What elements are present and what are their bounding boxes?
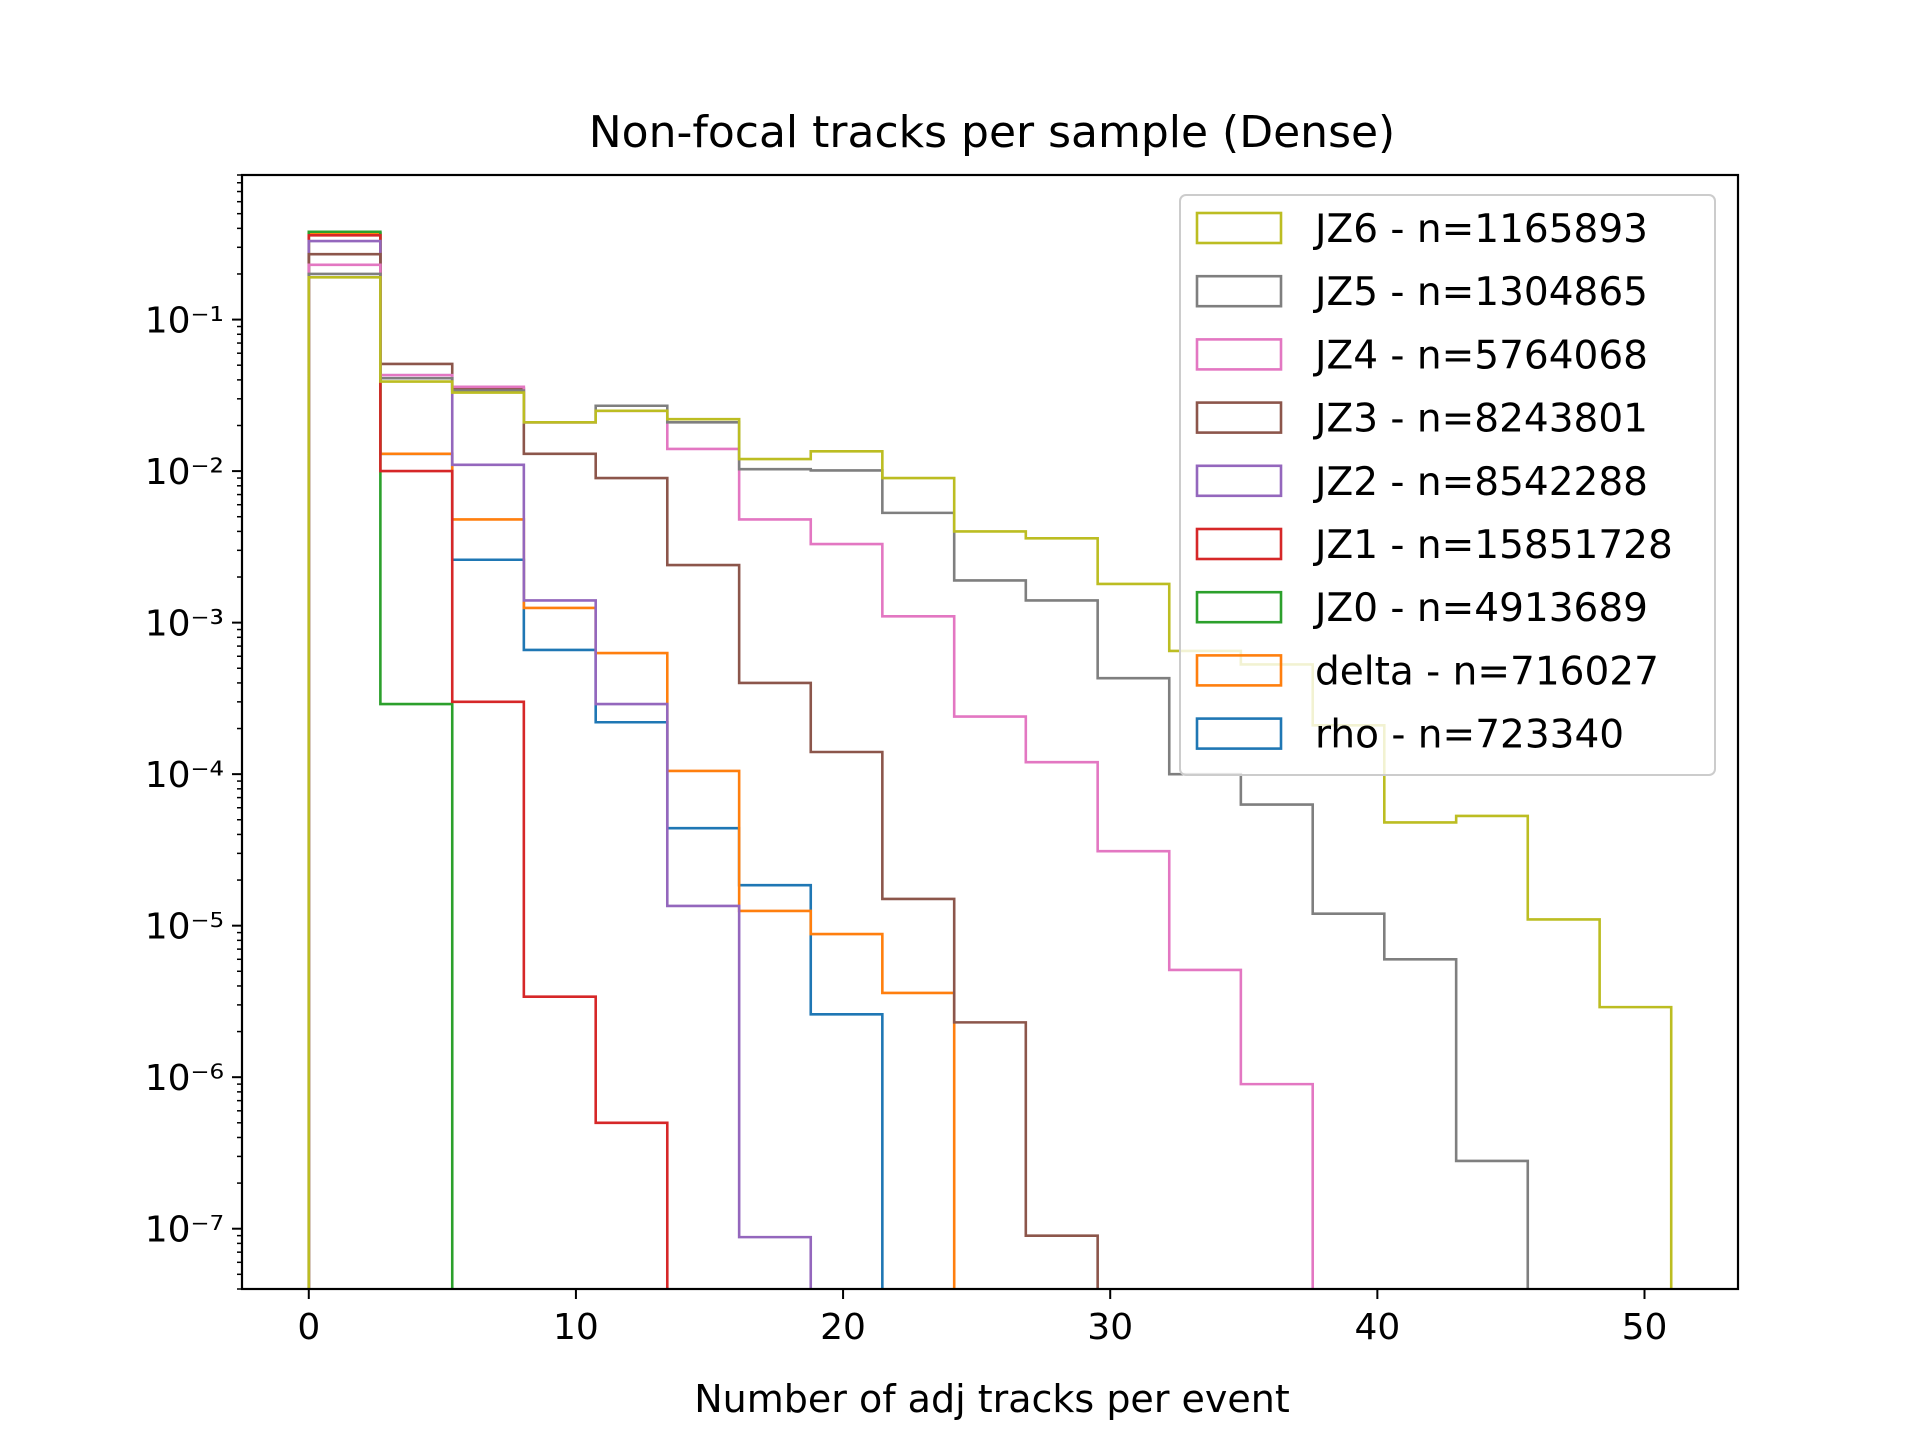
- x-tick-label: 30: [1087, 1307, 1133, 1348]
- legend: JZ6 - n=1165893 JZ5 - n=1304865 JZ4 - n=57…: [1179, 194, 1716, 776]
- legend-swatch-jz6: [1195, 211, 1283, 245]
- x-tick-label: 0: [297, 1307, 320, 1348]
- legend-label-jz1: JZ1 - n=15851728: [1312, 523, 1673, 568]
- y-tick-label: 10⁻²: [145, 452, 224, 493]
- y-tick-label: 10⁻³: [145, 604, 224, 645]
- legend-label-jz5: JZ5 - n=1304865: [1312, 270, 1648, 315]
- series-step-jz3: [307, 252, 1099, 1289]
- x-tick-label: 20: [820, 1307, 866, 1348]
- y-tick-label: 10⁻⁴: [145, 755, 224, 796]
- legend-label-jz6: JZ6 - n=1165893: [1312, 207, 1648, 252]
- y-tick-label: 10⁻⁷: [145, 1210, 224, 1251]
- x-axis-label: Number of adj tracks per event: [694, 1377, 1290, 1421]
- y-tick-label: 10⁻⁶: [145, 1058, 224, 1099]
- legend-label-jz3: JZ3 - n=8243801: [1312, 397, 1648, 442]
- legend-swatch-jz4: [1195, 338, 1283, 371]
- series-step-jz5: [307, 272, 1530, 1289]
- y-tick-label: 10⁻¹: [145, 301, 224, 342]
- plot-frame: [240, 173, 1740, 1291]
- legend-label-jz2: JZ2 - n=8542288: [1312, 460, 1648, 505]
- legend-label-delta: delta - n=716027: [1315, 649, 1659, 694]
- legend-swatch-jz5: [1195, 274, 1283, 308]
- legend-box: [1179, 194, 1716, 776]
- chart-title: Non-focal tracks per sample (Dense): [589, 107, 1395, 158]
- series-step-delta: [307, 232, 956, 1289]
- legend-swatch-delta: [1195, 654, 1283, 687]
- x-tick-label: 40: [1354, 1307, 1400, 1348]
- axes-layer: 0 10 20 30 40 50 10⁻⁷ 10⁻⁶ 10⁻⁵ 10⁻⁴ 10⁻³ 10⁻² 10⁻¹: [145, 173, 1740, 1348]
- y-tick-label: 10⁻⁵: [145, 907, 224, 948]
- legend-swatch-jz3: [1195, 401, 1283, 434]
- series-step-jz6: [307, 276, 1673, 1289]
- legend-label-jz0: JZ0 - n=4913689: [1312, 586, 1648, 631]
- legend-swatch-jz2: [1195, 464, 1283, 498]
- series-layer: [307, 230, 1673, 1289]
- legend-swatch-rho: [1195, 717, 1283, 750]
- legend-swatch-jz1: [1195, 527, 1283, 561]
- legend-swatch-jz0: [1195, 590, 1283, 624]
- legend-label-jz4: JZ4 - n=5764068: [1312, 333, 1648, 378]
- x-tick-label: 10: [553, 1307, 599, 1348]
- legend-label-rho: rho - n=723340: [1315, 713, 1624, 758]
- x-tick-label: 50: [1622, 1307, 1668, 1348]
- series-step-jz1: [307, 234, 669, 1289]
